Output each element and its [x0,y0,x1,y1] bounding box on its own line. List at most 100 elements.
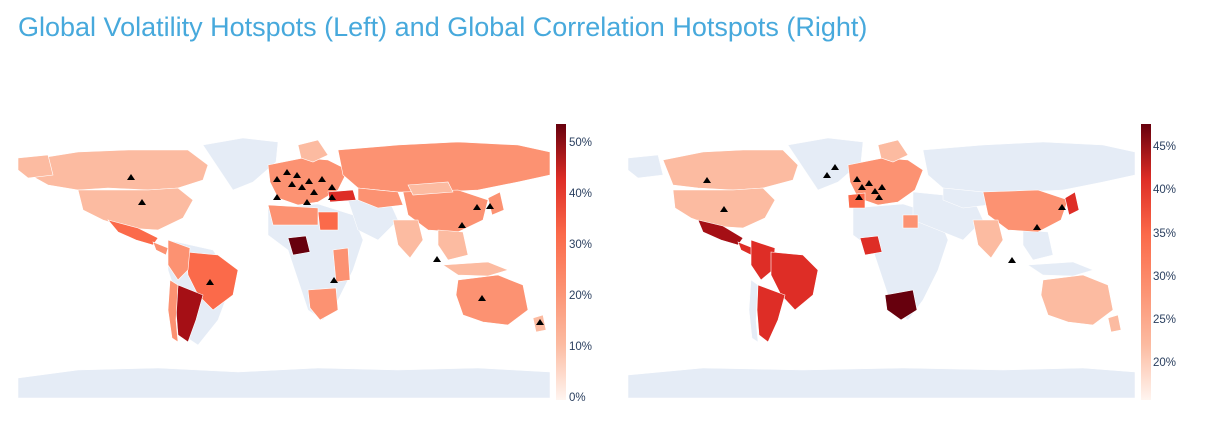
greenland-shape [787,137,864,191]
southern-africa-region [307,287,339,321]
marker-icon [127,174,135,180]
marker-icon [288,181,296,187]
north-africa-region [267,204,319,226]
russia-shape [922,141,1135,193]
mexico-region [107,219,159,246]
marker-icon [328,194,336,200]
marker-icon [433,256,441,262]
nigeria-region [859,235,883,256]
marker-icon [293,172,301,178]
indonesia-region [442,261,509,277]
kazakhstan-shape [942,187,989,209]
marker-icon [458,222,466,228]
colorbar-tick: 40% [1153,184,1177,196]
page-title: Global Volatility Hotspots (Left) and Gl… [18,12,868,42]
marker-icon [486,203,494,209]
canada-region [27,149,209,191]
marker-icon [273,176,281,182]
peru-colombia-region [750,239,776,281]
colorbar-tick: 25% [1153,314,1177,326]
correlation-markers [703,164,1066,263]
usa-region [77,187,194,231]
colorbar-tick: 0% [569,392,586,404]
india-region [972,219,1004,259]
colorbar-tick: 30% [1153,271,1177,283]
marker-icon [328,184,336,190]
marker-icon [1033,224,1041,230]
colorbar-tick: 50% [569,137,593,149]
scandinavia-region [877,139,909,163]
india-region [392,219,424,259]
antarctica-shape [627,367,1135,398]
alaska-region [18,154,54,179]
marker-icon [1058,204,1066,210]
marker-icon [273,194,281,200]
peru-colombia-region [167,239,191,281]
marker-icon [831,164,839,170]
mexico-region [697,219,744,246]
marker-icon [875,194,883,200]
volatility-map[interactable] [18,120,550,398]
japan-region [487,191,505,216]
marker-icon [858,184,866,190]
marker-icon [536,319,544,325]
scandinavia-region [297,139,329,163]
correlation-colorbar [1141,124,1151,400]
colorbar-tick: 35% [1153,228,1177,240]
volatility-colorbar [556,124,566,400]
egypt-region [317,211,339,231]
marker-icon [478,295,486,301]
marker-icon [305,178,313,184]
central-america-region [152,241,169,256]
volatility-markers [127,169,544,325]
se-asia-region [437,229,469,261]
marker-icon [823,172,831,178]
colorbar-tick: 10% [569,341,593,353]
canada-region [662,149,799,191]
colorbar-tick: 20% [569,290,593,302]
china-region [982,189,1069,233]
marker-icon [330,277,338,283]
indonesia-shape [1027,261,1094,277]
marker-icon [1008,257,1016,263]
kazakhstan-region [357,187,404,209]
korea-japan-region [1064,191,1080,216]
marker-icon [878,184,886,190]
marker-icon [318,176,326,182]
china-region [402,189,489,233]
alaska-shape [627,154,664,179]
australia-region [455,274,529,326]
nz-region [1107,314,1122,333]
iberia-region [847,192,866,209]
south-africa-region [884,289,918,321]
marker-icon [283,169,291,175]
marker-icon [310,189,318,195]
marker-icon [473,204,481,210]
greenland-shape [202,137,279,191]
marker-icon [865,180,873,186]
argentina-region [756,284,786,343]
marker-icon [703,177,711,183]
colorbar-tick: 30% [569,239,593,251]
se-asia-shape [1022,229,1054,261]
marker-icon [298,184,306,190]
colorbar-tick: 45% [1153,141,1177,153]
marker-icon [206,279,214,285]
east-africa-region [332,247,351,283]
correlation-map[interactable] [603,120,1135,398]
chile-region [167,279,179,343]
mongolia-region [407,181,454,196]
australia-region [1040,274,1114,326]
marker-icon [138,199,146,205]
marker-icon [855,194,863,200]
antarctica-shape [18,367,550,398]
colorbar-tick: 20% [1153,357,1177,369]
saudi-region [902,214,919,229]
nigeria-region [287,235,311,256]
colorbar-tick: 40% [569,188,593,200]
marker-icon [871,188,879,194]
marker-icon [720,206,728,212]
marker-icon [853,176,861,182]
chile-shape [748,279,759,343]
marker-icon [303,199,311,205]
